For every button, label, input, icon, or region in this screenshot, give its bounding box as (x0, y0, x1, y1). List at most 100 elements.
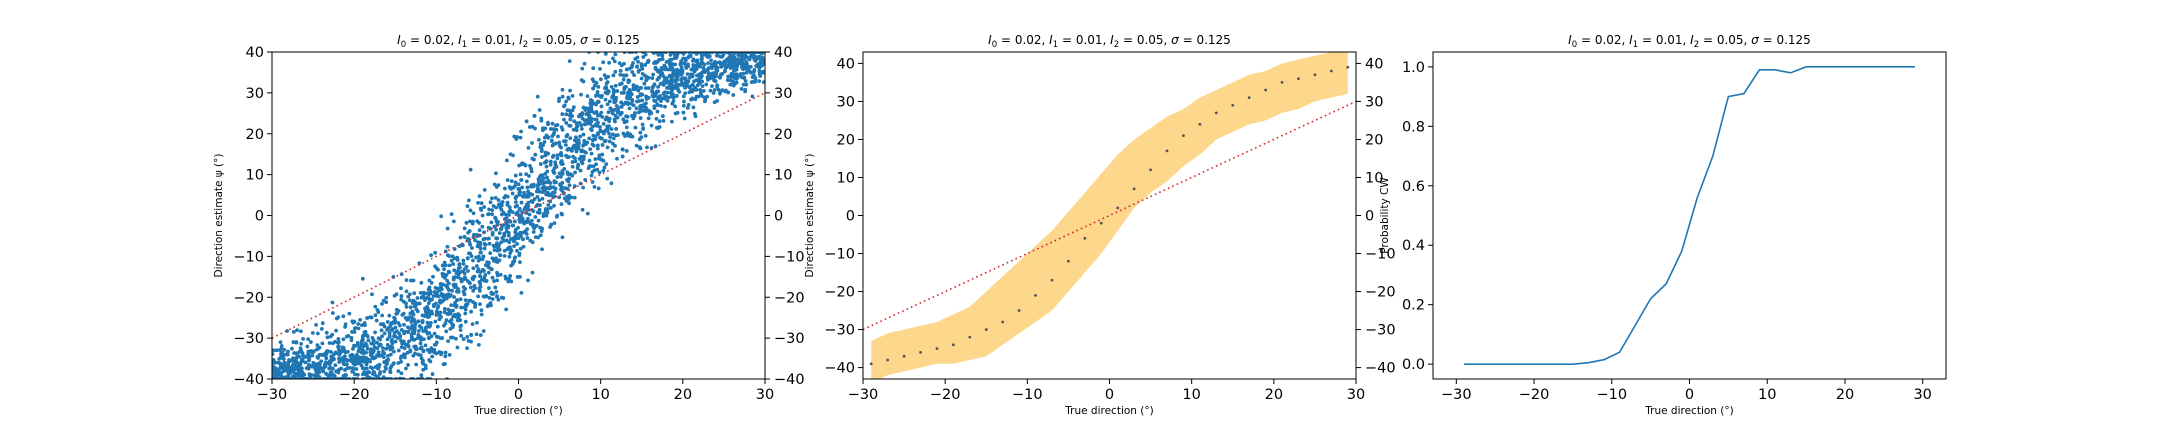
scatter-point (591, 164, 596, 169)
scatter-point (446, 269, 451, 274)
scatter-point (463, 319, 468, 324)
y-tick-label: 20 (837, 132, 855, 148)
scatter-point (392, 293, 397, 298)
scatter-point (430, 311, 435, 316)
scatter-point (425, 347, 430, 352)
scatter-point (434, 293, 439, 298)
y-axis-label: Direction estimate ψ (°) (213, 153, 225, 277)
mean-point (968, 335, 972, 339)
scatter-point (568, 136, 573, 141)
scatter-point (471, 258, 475, 263)
scatter-point (595, 167, 600, 172)
scatter-point (351, 354, 356, 359)
scatter-point (508, 273, 513, 278)
mean-point (951, 343, 955, 347)
scatter-point (492, 182, 497, 187)
scatter-point (421, 349, 426, 354)
scatter-point (344, 373, 348, 378)
scatter-point (490, 208, 495, 213)
scatter-point (461, 285, 466, 289)
scatter-point (354, 352, 359, 357)
scatter-point (570, 94, 575, 98)
scatter-point (472, 283, 477, 288)
scatter-point (374, 318, 379, 323)
title-fragment: = 0.02, (1577, 33, 1629, 47)
plot-area (272, 52, 765, 379)
scatter-point (624, 149, 629, 153)
scatter-point (720, 54, 724, 59)
plot-area (863, 52, 1356, 379)
scatter-point (620, 154, 625, 159)
scatter-point (453, 275, 458, 280)
scatter-point (634, 106, 639, 111)
scatter-point (644, 78, 649, 83)
scatter-point (643, 133, 648, 138)
scatter-point (745, 62, 749, 67)
scatter-point (315, 331, 320, 336)
scatter-point (433, 250, 438, 255)
scatter-point (477, 289, 482, 293)
scatter-point (694, 52, 699, 56)
x-axis-label: True direction (°) (1644, 405, 1733, 417)
scatter-point (607, 119, 611, 124)
scatter-point (735, 64, 740, 69)
probability-line (1464, 66, 1915, 365)
scatter-point (490, 297, 495, 301)
scatter-point (365, 316, 369, 320)
scatter-point (510, 210, 515, 215)
mean-point (1231, 103, 1235, 107)
scatter-point (559, 162, 564, 166)
scatter-point (560, 87, 565, 92)
scatter-point (549, 222, 554, 227)
scatter-point (362, 321, 367, 325)
scatter-point (328, 334, 333, 339)
scatter-point (603, 97, 608, 102)
scatter-point (451, 314, 456, 319)
axes-frame (1432, 51, 1947, 380)
scatter-point (636, 59, 640, 64)
scatter-point (621, 102, 626, 107)
y-tick-label: −10 (824, 247, 855, 263)
scatter-point (614, 104, 619, 108)
scatter-point (466, 269, 470, 273)
scatter-point (523, 206, 528, 210)
scatter-point (550, 155, 555, 159)
scatter-point (549, 192, 553, 197)
scatter-point (443, 276, 447, 280)
scatter-point (567, 155, 571, 159)
scatter-point (614, 127, 619, 131)
scatter-point (564, 112, 569, 117)
scatter-point (512, 134, 517, 139)
scatter-point (557, 140, 562, 145)
scatter-point (631, 103, 636, 108)
scatter-point (612, 59, 617, 64)
scatter-point (277, 356, 282, 361)
scatter-point (525, 227, 530, 232)
scatter-point (532, 114, 537, 118)
mean-point (1346, 65, 1350, 69)
scatter-point (442, 306, 447, 311)
scatter-point (423, 313, 428, 318)
scatter-point (406, 329, 411, 334)
scatter-point (279, 344, 284, 348)
scatter-point (567, 113, 572, 118)
scatter-point (650, 76, 655, 81)
scatter-point (710, 71, 715, 76)
scatter-point (295, 328, 300, 332)
scatter-point (675, 87, 680, 91)
scatter-point (391, 349, 396, 354)
right-y-tick-label: −10 (1365, 247, 1396, 263)
scatter-point (401, 339, 406, 344)
scatter-point (540, 247, 544, 252)
scatter-point (383, 365, 388, 369)
y-tick-label: 0.6 (1402, 179, 1425, 195)
scatter-point (486, 212, 490, 217)
scatter-point (538, 225, 543, 230)
scatter-point (692, 58, 697, 63)
mean-point (1067, 259, 1070, 263)
title-fragment: 0 (1572, 40, 1577, 50)
scatter-point (703, 68, 708, 73)
scatter-point (403, 329, 408, 334)
scatter-point (644, 101, 648, 106)
scatter-point (682, 61, 687, 66)
